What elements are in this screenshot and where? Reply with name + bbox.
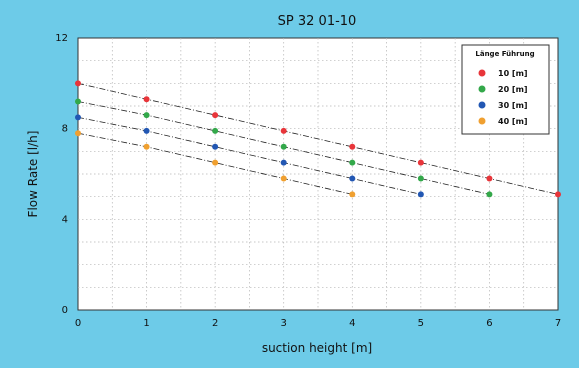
y-tick-label: 8 <box>62 124 68 135</box>
x-tick-label: 4 <box>349 318 355 329</box>
x-tick-label: 6 <box>486 318 492 329</box>
data-point-series-1 <box>280 127 287 134</box>
y-tick-label: 12 <box>55 33 68 44</box>
data-point-series-4 <box>349 191 356 198</box>
legend-marker-1 <box>478 69 486 77</box>
data-point-series-2 <box>417 175 424 182</box>
data-point-series-2 <box>143 112 150 119</box>
data-point-series-3 <box>75 114 81 121</box>
data-point-series-4 <box>143 143 150 150</box>
chart-title: SP 32 01-10 <box>278 14 357 29</box>
data-point-series-2 <box>486 191 493 198</box>
data-point-series-1 <box>417 159 424 166</box>
y-tick-label: 0 <box>62 305 68 316</box>
grid-lines <box>78 38 558 310</box>
legend-marker-4 <box>478 117 486 125</box>
legend-title: Länge Führung <box>475 50 534 58</box>
legend-items: 10 [m] 20 [m] 30 [m] 40 [m] <box>478 69 528 126</box>
y-tick-label: 4 <box>62 214 68 225</box>
x-tick-label: 2 <box>212 318 218 329</box>
data-point-series-3 <box>349 175 356 182</box>
legend-label-2: 20 [m] <box>498 85 528 94</box>
data-point-series-3 <box>280 159 287 166</box>
data-point-series-1 <box>75 80 81 87</box>
data-point-series-4 <box>75 130 81 137</box>
data-point-series-1 <box>212 112 219 119</box>
data-point-series-3 <box>417 191 424 198</box>
x-axis-label: suction height [m] <box>262 341 372 355</box>
legend-marker-2 <box>478 85 486 93</box>
data-point-series-4 <box>280 175 287 182</box>
data-point-series-3 <box>143 127 150 134</box>
x-tick-label: 7 <box>555 318 561 329</box>
series-line-1 <box>77 82 559 195</box>
y-axis-label: Flow Rate [l/h] <box>26 131 40 218</box>
legend-label-4: 40 [m] <box>498 117 528 126</box>
legend: Länge Führung 10 [m] 20 [m] 30 [m] 40 [m] <box>461 44 550 135</box>
data-point-series-1 <box>555 191 561 198</box>
x-tick-label: 3 <box>281 318 287 329</box>
data-point-series-2 <box>212 127 219 134</box>
data-point-series-1 <box>349 143 356 150</box>
data-point-series-4 <box>212 159 219 166</box>
series-line-3 <box>77 116 421 195</box>
x-tick-label: 1 <box>143 318 149 329</box>
data-points <box>75 80 561 198</box>
data-point-series-1 <box>486 175 493 182</box>
data-point-series-3 <box>212 143 219 150</box>
data-point-series-2 <box>349 159 356 166</box>
legend-label-3: 30 [m] <box>498 101 528 110</box>
legend-box <box>461 44 550 135</box>
legend-label-1: 10 [m] <box>498 69 528 78</box>
data-point-series-2 <box>75 98 81 105</box>
legend-marker-3 <box>478 101 486 109</box>
x-tick-label: 0 <box>75 318 81 329</box>
data-point-series-1 <box>143 96 150 103</box>
data-point-series-2 <box>280 143 287 150</box>
x-tick-label: 5 <box>418 318 424 329</box>
